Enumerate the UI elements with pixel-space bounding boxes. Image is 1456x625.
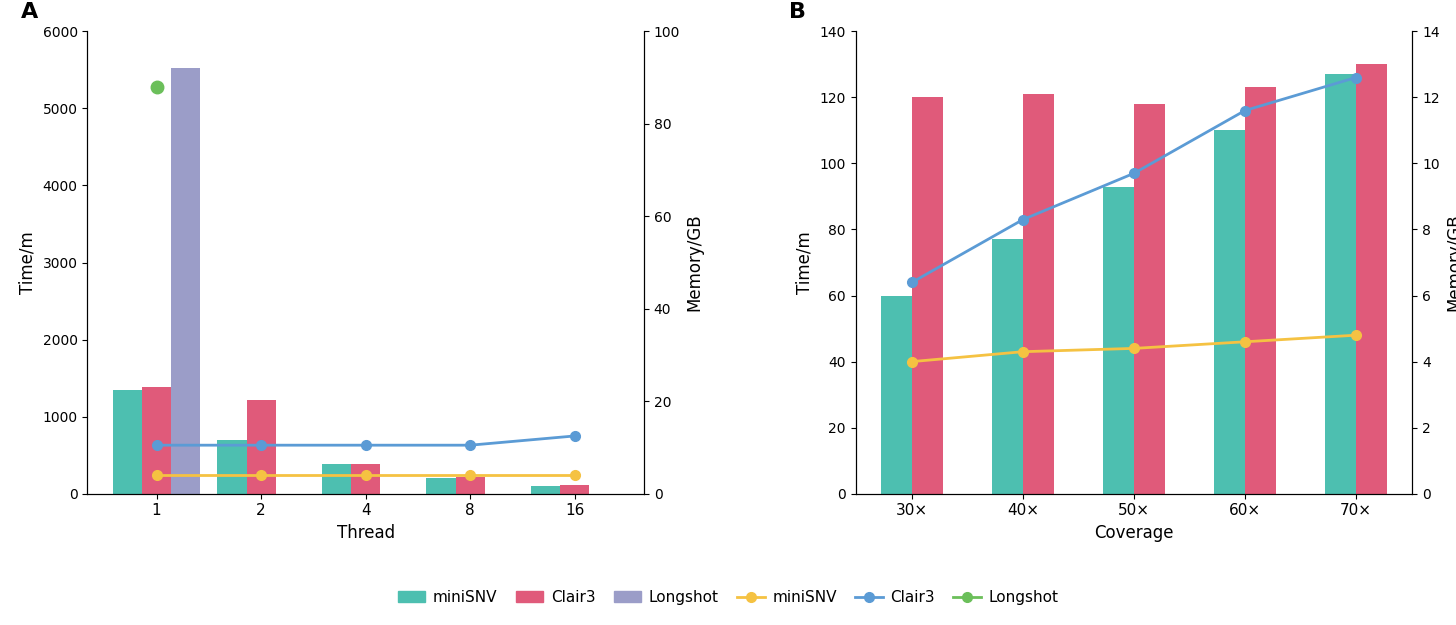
Bar	[217, 440, 246, 494]
Bar	[1325, 74, 1356, 494]
Text: B: B	[789, 2, 805, 22]
Bar	[112, 390, 141, 494]
Bar	[322, 464, 351, 494]
Legend: miniSNV, Clair3, Longshot, miniSNV, Clair3, Longshot: miniSNV, Clair3, Longshot, miniSNV, Clai…	[392, 584, 1064, 611]
Bar	[1024, 94, 1054, 494]
Y-axis label: Memory/GB: Memory/GB	[686, 214, 703, 311]
Bar	[881, 296, 911, 494]
X-axis label: Thread: Thread	[336, 524, 395, 542]
Bar	[1356, 64, 1388, 494]
Y-axis label: Time/m: Time/m	[19, 231, 36, 294]
Text: A: A	[20, 2, 38, 22]
Bar	[1214, 131, 1245, 494]
Y-axis label: Memory/GB: Memory/GB	[1446, 214, 1456, 311]
X-axis label: Coverage: Coverage	[1095, 524, 1174, 542]
Bar	[141, 388, 172, 494]
Bar	[992, 239, 1024, 494]
Bar	[427, 478, 456, 494]
Bar	[1134, 104, 1165, 494]
Bar	[911, 98, 943, 494]
Bar	[1102, 186, 1134, 494]
Bar	[456, 477, 485, 494]
Bar	[172, 68, 201, 494]
Bar	[1245, 88, 1275, 494]
Y-axis label: Time/m: Time/m	[796, 231, 814, 294]
Bar	[351, 464, 380, 494]
Bar	[561, 485, 590, 494]
Bar	[246, 400, 275, 494]
Bar	[531, 486, 561, 494]
